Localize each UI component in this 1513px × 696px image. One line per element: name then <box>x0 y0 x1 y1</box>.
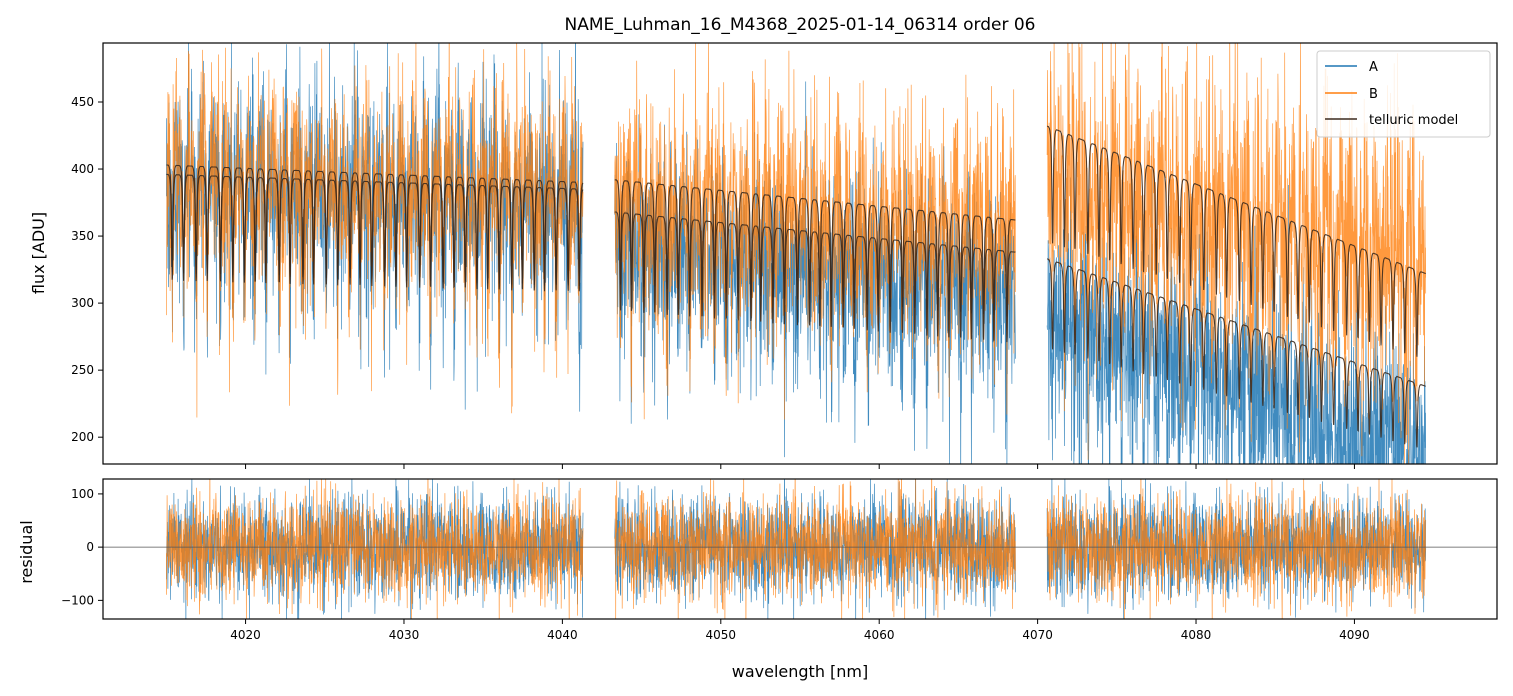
residual-b-line <box>1046 479 1427 619</box>
flux-panel: 200 250 300 350 400 450 flux [ADU] A B tellur… <box>29 42 1498 469</box>
residual-a-line <box>1046 479 1427 619</box>
legend-label-a: A <box>1369 60 1378 75</box>
legend-label-b: B <box>1369 87 1378 102</box>
y-tick-label: 0 <box>86 540 94 554</box>
legend-label-model: telluric model <box>1369 113 1458 128</box>
y-tick-label: 300 <box>71 296 94 310</box>
y-tick-label: 350 <box>71 229 94 243</box>
residual-y-label: residual <box>17 520 36 583</box>
x-tick-label: 4050 <box>706 628 737 642</box>
residual-y-ticks: −100 0 100 <box>61 487 103 607</box>
x-tick-label: 4080 <box>1181 628 1212 642</box>
legend: A B telluric model <box>1316 50 1491 138</box>
y-tick-label: 400 <box>71 162 94 176</box>
telluric-model-line <box>614 211 1016 343</box>
residual-x-ticks: 4020 4030 4040 4050 4060 4070 4080 4090 <box>230 619 1370 642</box>
y-tick-label: 450 <box>71 95 94 109</box>
telluric-model-line <box>1046 125 1426 357</box>
x-tick-label: 4030 <box>389 628 420 642</box>
residual-plot-area <box>103 479 1497 619</box>
legend-frame <box>1316 50 1491 138</box>
residual-b-line <box>614 479 1016 619</box>
y-tick-label: 100 <box>71 487 94 501</box>
y-tick-label: 250 <box>71 363 94 377</box>
telluric-model-line <box>166 164 584 287</box>
residual-b-line <box>166 479 584 619</box>
flux-y-ticks: 200 250 300 350 400 450 <box>71 95 103 444</box>
x-tick-label: 4070 <box>1022 628 1053 642</box>
residual-panel: 4020 4030 4040 4050 4060 4070 4080 4090 −100 0 10… <box>17 478 1498 681</box>
chart-title: NAME_Luhman_16_M4368_2025-01-14_06314 or… <box>565 15 1036 35</box>
flux-axes-frame <box>102 42 1498 465</box>
x-tick-label: 4060 <box>864 628 895 642</box>
series-b-line <box>166 43 584 418</box>
x-tick-label: 4020 <box>230 628 261 642</box>
flux-y-label: flux [ADU] <box>29 212 48 294</box>
y-tick-label: 200 <box>71 430 94 444</box>
residual-axes-frame <box>102 478 1498 620</box>
y-tick-label: −100 <box>61 593 94 607</box>
telluric-model-line <box>1047 258 1426 448</box>
x-axis-label: wavelength [nm] <box>732 662 869 681</box>
flux-plot-area <box>166 43 1427 464</box>
series-b-line <box>1046 43 1427 464</box>
telluric-model-line <box>166 173 584 292</box>
x-tick-label: 4040 <box>547 628 578 642</box>
x-tick-label: 4090 <box>1339 628 1370 642</box>
flux-x-ticks <box>245 464 1355 469</box>
series-b-line <box>614 43 1016 420</box>
